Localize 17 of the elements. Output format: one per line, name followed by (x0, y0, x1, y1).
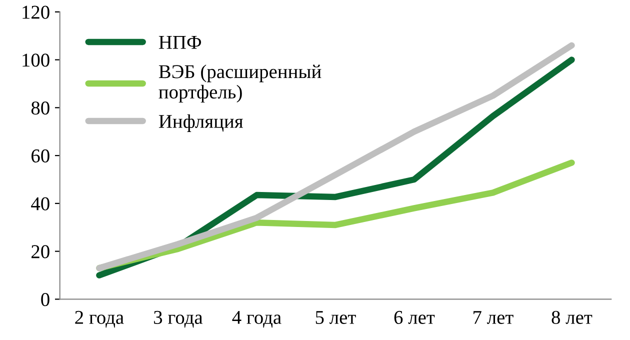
legend-label: Инфляция (158, 114, 243, 132)
y-tick-label: 80 (31, 101, 50, 115)
x-tick-label: 4 года (232, 311, 282, 328)
legend-label: НПФ (158, 36, 202, 49)
x-tick-label: 6 лет (394, 310, 435, 324)
x-tick-label: 5 лет (316, 311, 356, 324)
y-tick-label: 100 (22, 54, 50, 67)
y-tick-label: 40 (31, 197, 50, 210)
y-tick-label: 60 (32, 149, 50, 162)
y-tick-label: 20 (32, 245, 50, 258)
x-tick-label: 2 года (75, 310, 124, 328)
y-tick-label: 120 (22, 6, 50, 19)
x-tick-label: 8 лет (552, 310, 592, 324)
x-tick-label: 7 лет (474, 311, 514, 324)
y-tick-label: 0 (41, 293, 50, 306)
legend-label: ВЭБ (расширенный портфель) (158, 64, 322, 103)
x-tick-label: 3 года (154, 310, 203, 328)
